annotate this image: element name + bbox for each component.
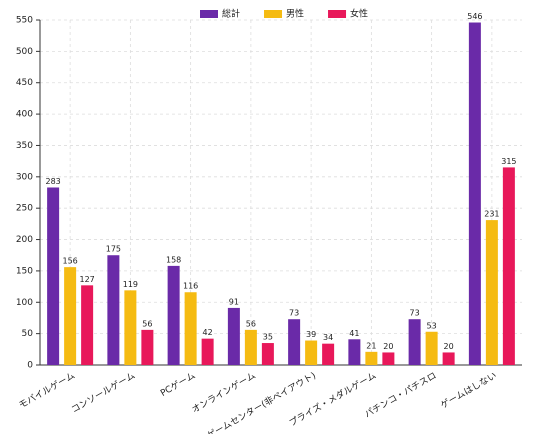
data-label: 56 — [142, 319, 152, 328]
bar — [107, 255, 120, 365]
data-label: 283 — [45, 177, 60, 186]
bar — [244, 329, 257, 365]
bar — [365, 351, 378, 365]
y-tick-label: 550 — [16, 16, 33, 26]
legend-label: 女性 — [350, 8, 368, 20]
data-label: 20 — [444, 342, 454, 351]
bar — [47, 187, 60, 365]
bar — [167, 265, 180, 365]
bar — [141, 329, 154, 365]
legend-swatch — [200, 10, 218, 18]
data-label: 35 — [263, 333, 273, 342]
data-label: 53 — [427, 321, 437, 330]
data-label: 231 — [484, 210, 499, 219]
y-tick-label: 150 — [16, 266, 33, 276]
x-tick-label: PCゲーム — [158, 369, 197, 399]
x-tick-label: モバイルゲーム — [17, 369, 77, 411]
data-label: 91 — [229, 297, 239, 306]
bar — [442, 352, 455, 365]
bar — [261, 343, 274, 365]
bar — [64, 267, 77, 365]
x-tick-label: ゲームはしない — [438, 369, 498, 411]
y-tick-label: 100 — [16, 298, 33, 308]
data-label: 546 — [467, 12, 482, 21]
y-tick-label: 0 — [27, 361, 33, 371]
y-tick-label: 300 — [16, 172, 33, 182]
data-label: 21 — [366, 341, 376, 350]
legend-swatch — [264, 10, 283, 18]
y-tick-label: 350 — [16, 141, 33, 151]
y-tick-label: 400 — [16, 110, 33, 120]
y-tick-label: 500 — [16, 47, 33, 57]
bar — [382, 352, 395, 365]
data-label: 156 — [62, 257, 77, 266]
bar — [201, 338, 214, 365]
bar — [124, 290, 137, 365]
data-label: 41 — [349, 329, 359, 338]
bar — [408, 319, 421, 365]
data-label: 116 — [183, 282, 198, 291]
y-tick-label: 450 — [16, 78, 33, 88]
data-label: 34 — [323, 333, 333, 342]
bar — [288, 319, 301, 365]
bar — [425, 331, 438, 365]
bar — [485, 220, 498, 365]
x-tick-label: コンソールゲーム — [69, 369, 137, 415]
bar — [348, 339, 361, 365]
data-label: 73 — [410, 309, 420, 318]
legend-label: 男性 — [286, 8, 304, 20]
bar — [227, 307, 240, 365]
data-label: 158 — [166, 255, 181, 264]
bar — [81, 285, 94, 365]
y-tick-label: 50 — [22, 329, 34, 339]
bar — [468, 22, 481, 365]
data-label: 119 — [123, 280, 138, 289]
legend-label: 総計 — [222, 8, 240, 20]
data-label: 175 — [106, 245, 121, 254]
data-label: 42 — [203, 328, 213, 337]
data-label: 39 — [306, 330, 316, 339]
data-label: 315 — [501, 157, 516, 166]
y-tick-label: 200 — [16, 235, 33, 245]
bar — [322, 343, 335, 365]
data-label: 20 — [383, 342, 393, 351]
data-label: 56 — [246, 319, 256, 328]
data-label: 127 — [79, 275, 94, 284]
data-label: 73 — [289, 309, 299, 318]
y-tick-label: 250 — [16, 204, 33, 214]
bar — [184, 292, 197, 365]
bar — [502, 167, 515, 365]
bar — [305, 340, 318, 365]
legend-swatch — [328, 10, 347, 18]
